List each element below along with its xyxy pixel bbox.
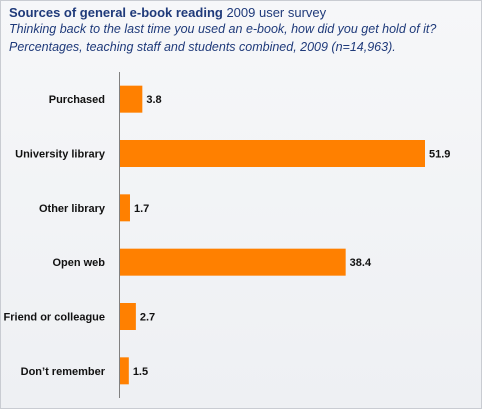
category-label: Purchased xyxy=(49,94,105,106)
chart-subtitle-question: Thinking back to the last time you used … xyxy=(9,22,437,36)
bar xyxy=(120,303,136,330)
value-label: 2.7 xyxy=(140,312,155,324)
bar xyxy=(120,248,346,276)
bars-group: Purchased 3.8 University library 51.9 Other … xyxy=(4,85,450,385)
category-label: Other library xyxy=(39,203,106,215)
value-label: 51.9 xyxy=(429,149,450,161)
chart-title-bold: Sources of general e-book reading xyxy=(9,5,223,20)
value-label: 38.4 xyxy=(350,257,372,269)
category-label: Don’t remember xyxy=(21,366,106,378)
value-label: 1.7 xyxy=(134,203,149,215)
bar xyxy=(120,140,425,167)
category-label: Friend or colleague xyxy=(4,312,105,324)
bar xyxy=(120,357,129,385)
bar xyxy=(120,194,130,222)
value-label: 1.5 xyxy=(133,366,148,378)
chart-subtitle-note: Percentages, teaching staff and students… xyxy=(9,40,396,54)
value-label: 3.8 xyxy=(146,94,161,106)
category-label: University library xyxy=(15,149,106,161)
chart-title: Sources of general e-book reading 2009 u… xyxy=(9,5,326,20)
chart-title-rest: 2009 user survey xyxy=(222,5,327,20)
category-label: Open web xyxy=(52,257,105,269)
bar xyxy=(120,85,143,113)
